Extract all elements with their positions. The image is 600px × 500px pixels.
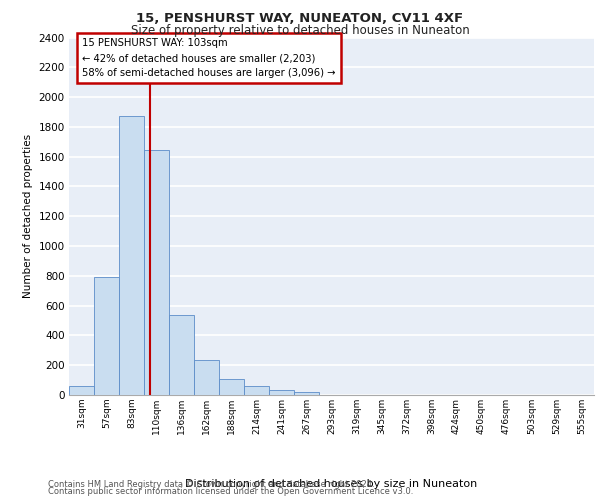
Text: Size of property relative to detached houses in Nuneaton: Size of property relative to detached ho… [131, 24, 469, 37]
X-axis label: Distribution of detached houses by size in Nuneaton: Distribution of detached houses by size … [185, 478, 478, 488]
Bar [244, 386, 269, 395]
Text: Contains HM Land Registry data © Crown copyright and database right 2024.: Contains HM Land Registry data © Crown c… [48, 480, 374, 489]
Text: Contains public sector information licensed under the Open Government Licence v3: Contains public sector information licen… [48, 488, 413, 496]
Bar [294, 392, 319, 395]
Y-axis label: Number of detached properties: Number of detached properties [23, 134, 33, 298]
Bar [169, 316, 194, 395]
Bar [269, 390, 294, 395]
Bar [94, 278, 119, 395]
Text: 15, PENSHURST WAY, NUNEATON, CV11 4XF: 15, PENSHURST WAY, NUNEATON, CV11 4XF [136, 12, 464, 26]
Bar [194, 360, 219, 395]
Bar [219, 379, 244, 395]
Bar [144, 150, 169, 395]
Text: 15 PENSHURST WAY: 103sqm
← 42% of detached houses are smaller (2,203)
58% of sem: 15 PENSHURST WAY: 103sqm ← 42% of detach… [82, 38, 335, 78]
Bar [69, 386, 94, 395]
Bar [119, 116, 144, 395]
